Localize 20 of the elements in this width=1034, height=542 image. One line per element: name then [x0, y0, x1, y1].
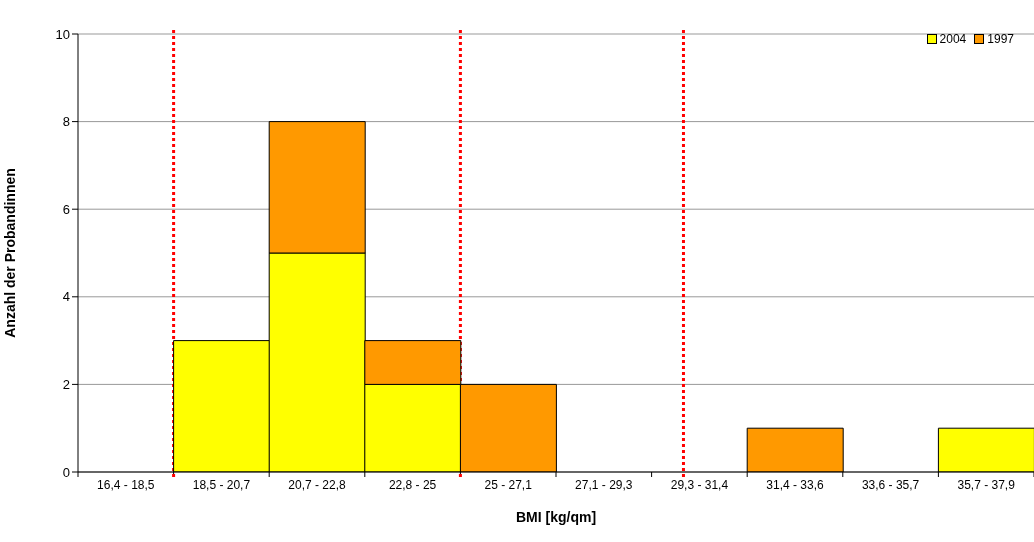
y-tick-label: 8	[62, 114, 70, 130]
x-tick-label: 35,7 - 37,9	[957, 477, 1016, 492]
x-tick-label: 22,8 - 25	[388, 477, 437, 492]
x-tick-label: 33,6 - 35,7	[861, 477, 920, 492]
legend-label: 2004	[938, 32, 967, 46]
x-tick-label: 16,4 - 18,5	[97, 477, 155, 492]
y-axis-title: Anzahl der Probandinnen	[1, 168, 18, 338]
y-tick-label: 2	[62, 377, 70, 393]
x-tick-label: 29,3 - 31,4	[670, 477, 729, 492]
y-tick-label: 10	[55, 26, 70, 42]
x-tick-label: 27,1 - 29,3	[575, 477, 633, 492]
x-tick-label: 31,4 - 33,6	[766, 477, 825, 492]
x-tick-label: 25 - 27,1	[484, 477, 533, 492]
x-tick-label: 18,5 - 20,7	[192, 477, 251, 492]
x-tick-label: 20,7 - 22,8	[288, 477, 347, 492]
legend-label: 1997	[986, 32, 1014, 46]
y-tick-label: 4	[62, 289, 70, 305]
x-axis-title: BMI [kg/qm]	[515, 509, 597, 525]
y-tick-label: 6	[62, 201, 70, 217]
y-tick-label: 0	[62, 464, 70, 480]
